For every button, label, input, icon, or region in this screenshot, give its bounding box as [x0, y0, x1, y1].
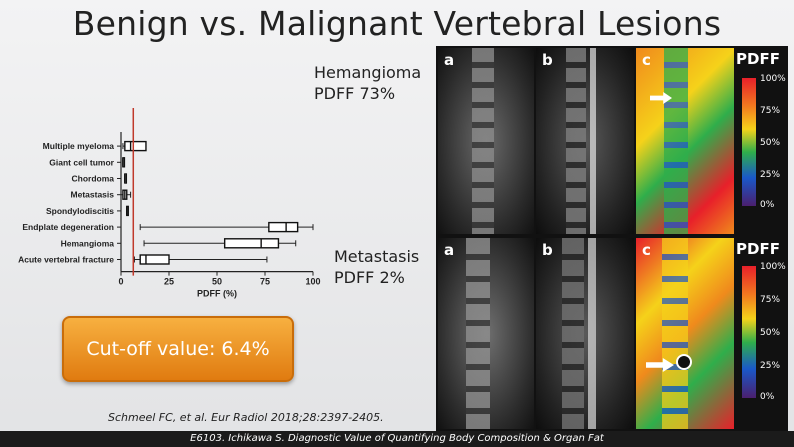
mri-top-a-image: a	[438, 48, 534, 234]
pdff-colorbar-bottom	[742, 266, 756, 398]
mri-bottom-a-image: a	[438, 238, 534, 429]
category-label: Multiple myeloma	[43, 141, 115, 151]
category-label: Spondylodiscitis	[46, 206, 114, 216]
pdff-tick-top-75: 75%	[760, 106, 781, 116]
box-iqr	[268, 221, 299, 233]
category-label: Acute vertebral fracture	[18, 255, 114, 265]
hemangioma-name: Hemangioma	[314, 63, 422, 82]
pdff-tick-top-50: 50%	[760, 138, 781, 148]
lesion-circle-marker	[676, 354, 692, 370]
category-label: Giant cell tumor	[49, 157, 114, 167]
pdff-tick-bottom-50: 50%	[760, 328, 781, 338]
cutoff-callout: Cut-off value: 6.4%	[62, 316, 294, 382]
mri-top-b-label: b	[542, 51, 553, 69]
x-axis-title: PDFF (%)	[197, 289, 237, 299]
pdff-scale-title-top: PDFF	[736, 50, 780, 68]
mri-bottom-c-pdff-map: c	[636, 238, 734, 429]
mri-bottom-b-image: b	[536, 238, 634, 429]
metastasis-label: Metastasis PDFF 2%	[334, 246, 419, 288]
metastasis-pdff: PDFF 2%	[334, 268, 405, 287]
mri-top-c-label: c	[642, 51, 651, 69]
category-label: Hemangioma	[61, 238, 115, 248]
hemangioma-label: Hemangioma PDFF 73%	[314, 62, 421, 104]
pdff-tick-bottom-0: 0%	[760, 392, 775, 402]
mri-figure-panel: a b c PDFF 100% 75% 50% 25% 0% a b c PDF…	[436, 46, 788, 431]
box-iqr	[139, 254, 170, 265]
category-label: Chordoma	[72, 174, 115, 184]
category-label: Metastasis	[71, 190, 115, 200]
pdff-scale-title-bottom: PDFF	[736, 240, 780, 258]
category-label: Endplate degeneration	[22, 222, 114, 232]
cutoff-text: Cut-off value: 6.4%	[86, 338, 270, 360]
x-tick-label: 25	[164, 277, 174, 287]
metastasis-name: Metastasis	[334, 247, 420, 266]
pdff-tick-top-0: 0%	[760, 200, 775, 210]
mri-bottom-b-label: b	[542, 241, 553, 259]
pdff-tick-top-25: 25%	[760, 170, 781, 180]
citation: Schmeel FC, et al. Eur Radiol 2018;28:23…	[108, 411, 384, 424]
box-iqr	[223, 238, 280, 249]
mri-top-c-pdff-map: c	[636, 48, 734, 234]
x-tick-label: 50	[212, 277, 222, 287]
pdff-tick-bottom-25: 25%	[760, 361, 781, 371]
slide-title: Benign vs. Malignant Vertebral Lesions	[72, 4, 722, 43]
pdff-tick-top-100: 100%	[760, 74, 786, 84]
pdff-tick-bottom-75: 75%	[760, 295, 781, 305]
x-tick-label: 100	[305, 277, 320, 287]
x-tick-label: 75	[260, 277, 270, 287]
pdff-colorbar-top	[742, 78, 756, 206]
x-tick-label: 0	[118, 277, 123, 287]
mri-top-b-image: b	[536, 48, 634, 234]
pdff-tick-bottom-100: 100%	[760, 262, 786, 272]
pdff-boxplot-chart: 0 25 50 75 100 PDFF (%) Multiple myeloma Giant …	[18, 108, 321, 299]
footer-bar: E6103. Ichikawa S. Diagnostic Value of Q…	[0, 431, 794, 447]
mri-bottom-c-label: c	[642, 241, 651, 259]
hemangioma-pdff: PDFF 73%	[314, 84, 396, 103]
mri-top-a-label: a	[444, 51, 455, 69]
box-iqr	[124, 140, 147, 152]
mri-bottom-a-label: a	[444, 241, 455, 259]
